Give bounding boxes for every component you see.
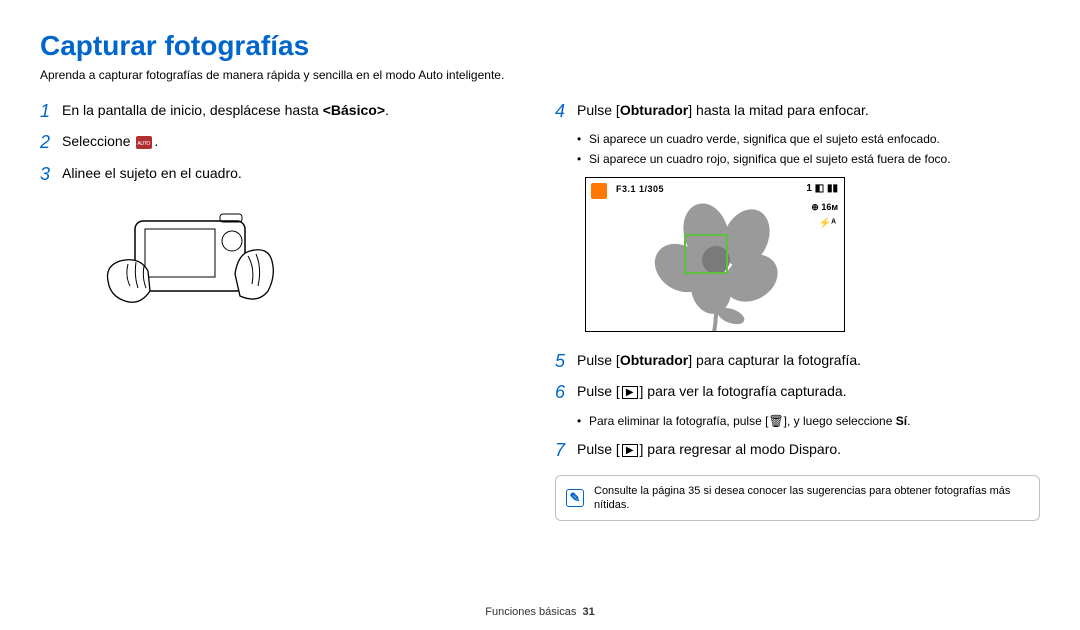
step-pre: Seleccione — [62, 133, 134, 149]
step-text: Pulse [Obturador] para capturar la fotog… — [577, 350, 1040, 370]
step-pre: Pulse [ — [577, 102, 620, 118]
note-box: ✎ Consulte la página 35 si desea conocer… — [555, 475, 1040, 522]
playback-icon: ▶ — [622, 386, 638, 399]
step-bold: Obturador — [620, 352, 688, 368]
step-5: 5 Pulse [Obturador] para capturar la fot… — [555, 350, 1040, 373]
step-3: 3 Alinee el sujeto en el cuadro. — [40, 163, 525, 186]
step-text: Pulse [▶] para ver la fotografía captura… — [577, 381, 1040, 401]
bullet-bold: Sí — [896, 414, 907, 428]
step-number: 2 — [40, 131, 62, 154]
step-number: 4 — [555, 100, 577, 123]
step-post: . — [154, 133, 158, 149]
note-icon: ✎ — [566, 489, 584, 507]
step-text: En la pantalla de inicio, desplácese has… — [62, 100, 525, 120]
step-number: 3 — [40, 163, 62, 186]
step-text: Alinee el sujeto en el cuadro. — [62, 163, 525, 183]
step-post: ] para regresar al modo Disparo. — [640, 441, 842, 457]
right-column: 4 Pulse [Obturador] hasta la mitad para … — [555, 100, 1040, 521]
step-6-bullets: Para eliminar la fotografía, pulse [🗑], … — [555, 413, 1040, 430]
page-footer: Funciones básicas 31 — [0, 606, 1080, 618]
step-number: 5 — [555, 350, 577, 373]
left-column: 1 En la pantalla de inicio, desplácese h… — [40, 100, 525, 521]
camera-hands-illustration — [100, 196, 525, 331]
step-number: 7 — [555, 439, 577, 462]
step-text: Seleccione . — [62, 131, 525, 151]
step-pre: Pulse [ — [577, 383, 620, 399]
step-number: 1 — [40, 100, 62, 123]
bullet: Si aparece un cuadro verde, significa qu… — [577, 131, 1040, 147]
lcd-preview: F3.1 1/305 1 ◧ ▮▮ ⊕ 16ᴍ ⚡ᴬ — [585, 177, 845, 332]
note-text: Consulte la página 35 si desea conocer l… — [594, 484, 1029, 513]
step-1: 1 En la pantalla de inicio, desplácese h… — [40, 100, 525, 123]
bullet-pre: Para eliminar la fotografía, pulse [ — [589, 414, 768, 428]
footer-page: 31 — [582, 606, 594, 618]
step-pre: Pulse [ — [577, 441, 620, 457]
trash-icon: 🗑 — [768, 413, 783, 429]
focus-rectangle — [684, 234, 728, 274]
step-bold: <Básico> — [323, 102, 385, 118]
step-4: 4 Pulse [Obturador] hasta la mitad para … — [555, 100, 1040, 123]
bullet: Si aparece un cuadro rojo, significa que… — [577, 151, 1040, 167]
step-post: . — [385, 102, 389, 118]
footer-label: Funciones básicas — [485, 606, 576, 618]
step-2: 2 Seleccione . — [40, 131, 525, 154]
page-subtitle: Aprenda a capturar fotografías de manera… — [40, 68, 1040, 82]
step-6: 6 Pulse [▶] para ver la fotografía captu… — [555, 381, 1040, 404]
step-7: 7 Pulse [▶] para regresar al modo Dispar… — [555, 439, 1040, 462]
step-text: Pulse [Obturador] hasta la mitad para en… — [577, 100, 1040, 120]
playback-icon: ▶ — [622, 444, 638, 457]
step-post: ] para ver la fotografía capturada. — [640, 383, 847, 399]
step-4-bullets: Si aparece un cuadro verde, significa qu… — [555, 131, 1040, 166]
auto-mode-icon — [136, 136, 152, 149]
bullet-post: ], y luego seleccione — [784, 414, 896, 428]
page-title: Capturar fotografías — [40, 30, 1040, 62]
step-number: 6 — [555, 381, 577, 404]
bullet-end: . — [907, 414, 910, 428]
step-post: ] para capturar la fotografía. — [688, 352, 861, 368]
bullet: Para eliminar la fotografía, pulse [🗑], … — [577, 413, 1040, 430]
step-text: Pulse [▶] para regresar al modo Disparo. — [577, 439, 1040, 459]
step-bold: Obturador — [620, 102, 688, 118]
step-post: ] hasta la mitad para enfocar. — [688, 102, 869, 118]
step-pre: En la pantalla de inicio, desplácese has… — [62, 102, 323, 118]
step-pre: Pulse [ — [577, 352, 620, 368]
